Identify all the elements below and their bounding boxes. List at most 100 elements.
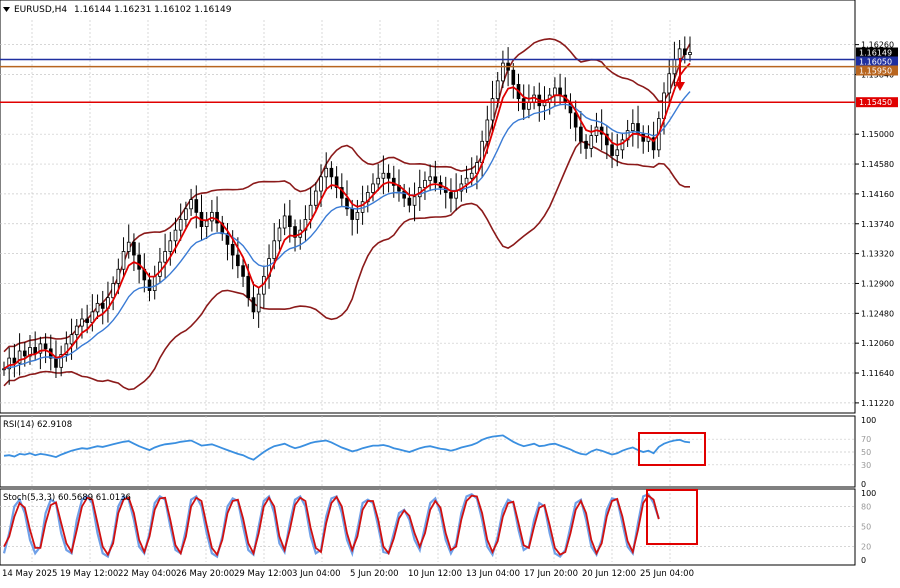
y-tick-label: 1.11220 <box>861 399 894 408</box>
candle-body <box>589 135 594 149</box>
candle-body <box>251 297 256 313</box>
candle-body <box>433 176 438 183</box>
candle-body <box>428 176 432 181</box>
candle-body <box>12 357 17 364</box>
x-tick-label: 25 Jun 04:00 <box>640 569 694 579</box>
candle-body <box>490 98 495 121</box>
candle-body <box>241 265 245 277</box>
stoch-highlight-box <box>646 489 698 545</box>
candle-body <box>293 226 297 238</box>
candle-body <box>579 126 583 142</box>
candle-body <box>256 293 261 313</box>
candle-body <box>272 240 277 259</box>
candle-body <box>407 197 412 206</box>
candle-body <box>651 137 656 151</box>
candle-body <box>64 343 69 355</box>
stoch-title: Stoch(5,3,3) 60.5689 61.0136 <box>3 493 131 503</box>
stoch-lines <box>2 492 660 559</box>
y-tick-label: 1.12480 <box>861 309 894 318</box>
candle-body <box>324 167 329 178</box>
bollinger-lower <box>3 140 690 391</box>
candle-body <box>126 241 131 252</box>
candle-body <box>449 192 453 199</box>
candle-body <box>17 350 22 364</box>
candle-body <box>163 251 167 263</box>
x-tick-label: 5 Jun 20:00 <box>350 569 399 579</box>
y-tick-label: 50 <box>861 523 871 532</box>
candle-body <box>521 98 526 110</box>
candle-body <box>80 318 84 327</box>
candle-body <box>381 172 386 179</box>
x-tick-label: 19 May 12:00 <box>60 569 118 579</box>
candle-body <box>605 133 609 146</box>
candle-body <box>412 196 417 206</box>
candle-body <box>33 347 38 354</box>
candle-body <box>391 177 396 186</box>
candle-body <box>194 199 199 213</box>
horizontal-levels[interactable] <box>0 58 855 103</box>
candle-body <box>236 254 240 267</box>
y-tick-label: 70 <box>861 435 871 444</box>
candle-body <box>610 144 614 156</box>
candle-body <box>553 87 557 96</box>
y-tick-label: 0 <box>861 480 866 489</box>
ema-slow-line <box>3 91 691 370</box>
candle-body <box>38 343 43 354</box>
rsi-lines <box>3 434 691 461</box>
candle-body <box>469 172 474 179</box>
candle-body <box>313 190 318 206</box>
candle-body <box>277 227 282 242</box>
candle-body <box>225 233 230 245</box>
candle-body <box>511 69 516 85</box>
y-tick-label: 1.12900 <box>861 279 894 288</box>
candle-body <box>74 325 79 336</box>
candle-body <box>246 275 251 299</box>
candle-body <box>688 52 692 55</box>
rsi-line <box>3 434 691 461</box>
candle-body <box>54 357 58 368</box>
candle-body <box>495 80 500 100</box>
symbol-label: EURUSD,H4 <box>14 5 67 15</box>
candle-body <box>204 220 209 227</box>
candle-body <box>454 190 458 199</box>
x-tick-label: 14 May 2025 <box>2 569 57 579</box>
candle-body <box>215 211 219 224</box>
candle-body <box>386 172 391 179</box>
x-tick-label: 26 May 20:00 <box>176 569 234 579</box>
y-tick-label: 1.15000 <box>861 130 894 139</box>
price-label-box <box>856 97 898 108</box>
stoch-signal-line <box>3 494 660 557</box>
y-tick-label: 1.16260 <box>861 41 894 50</box>
y-tick-label: 1.14160 <box>861 190 894 199</box>
x-tick-label: 17 Jun 20:00 <box>524 569 578 579</box>
candle-body <box>558 87 562 96</box>
x-tick-label: 13 Jun 04:00 <box>466 569 520 579</box>
candle-body <box>100 302 105 309</box>
price-label-box <box>856 56 898 67</box>
candle-body <box>376 177 381 185</box>
main-panel-frame <box>0 0 856 414</box>
y-tick-label: 100 <box>861 416 876 425</box>
candle-body <box>168 240 173 252</box>
y-tick-label: 80 <box>861 502 871 511</box>
ohlc-label: 1.16144 1.16231 1.16102 1.16149 <box>74 5 232 15</box>
y-tick-label: 1.13740 <box>861 220 894 229</box>
candle-body <box>423 179 427 188</box>
candle-body <box>137 254 141 270</box>
candle-body <box>641 133 646 142</box>
candle-body <box>22 350 27 357</box>
candle-body <box>230 243 235 256</box>
y-tick-label: 1.14580 <box>861 160 894 169</box>
rsi-highlight-box <box>638 432 706 466</box>
dropdown-triangle-icon[interactable] <box>3 7 10 12</box>
candle-body <box>111 283 115 299</box>
candle-body <box>189 199 193 210</box>
moving-averages <box>3 62 691 370</box>
rsi-panel-frame <box>0 415 856 488</box>
candle-body <box>69 334 74 345</box>
candle-body <box>615 149 620 156</box>
candle-body <box>631 123 635 132</box>
candle-body <box>682 48 687 55</box>
